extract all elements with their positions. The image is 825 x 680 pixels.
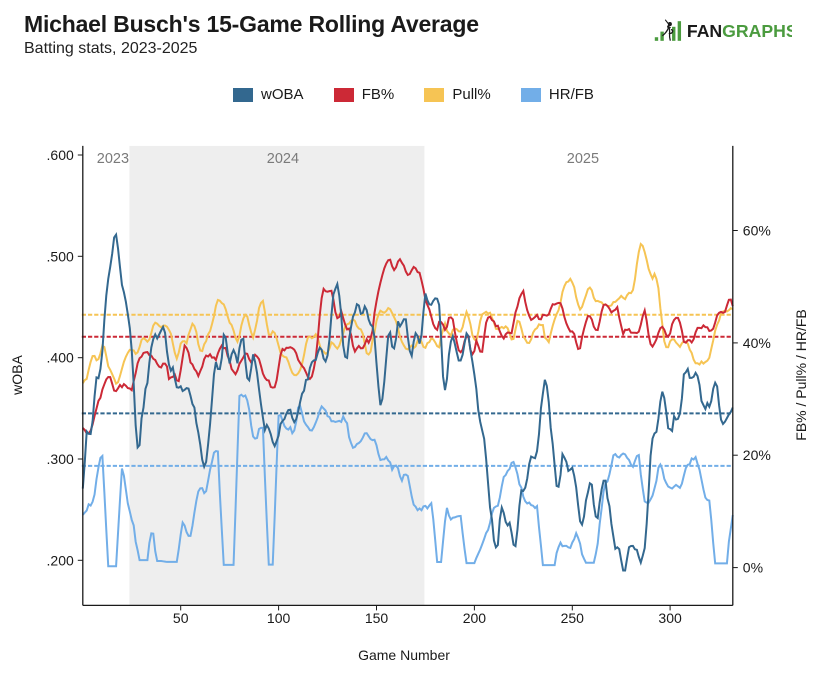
svg-text:150: 150 xyxy=(365,610,389,626)
svg-text:40%: 40% xyxy=(743,335,771,351)
svg-text:Game Number: Game Number xyxy=(358,647,450,663)
svg-text:60%: 60% xyxy=(743,223,771,239)
svg-text:200: 200 xyxy=(463,610,487,626)
svg-text:300: 300 xyxy=(658,610,682,626)
svg-text:2023: 2023 xyxy=(97,151,129,167)
svg-text:.300: .300 xyxy=(47,451,74,467)
svg-text:20%: 20% xyxy=(743,447,771,463)
svg-text:50: 50 xyxy=(173,610,189,626)
svg-text:2025: 2025 xyxy=(567,151,599,167)
svg-text:100: 100 xyxy=(267,610,291,626)
svg-text:FB% / Pull% / HR/FB: FB% / Pull% / HR/FB xyxy=(793,309,809,440)
svg-text:.400: .400 xyxy=(47,350,74,366)
svg-text:wOBA: wOBA xyxy=(9,355,25,396)
svg-text:.500: .500 xyxy=(47,248,74,264)
svg-text:250: 250 xyxy=(561,610,585,626)
svg-text:0%: 0% xyxy=(743,560,763,576)
svg-text:.600: .600 xyxy=(47,147,74,163)
svg-text:.200: .200 xyxy=(47,552,74,568)
svg-text:2024: 2024 xyxy=(267,151,299,167)
